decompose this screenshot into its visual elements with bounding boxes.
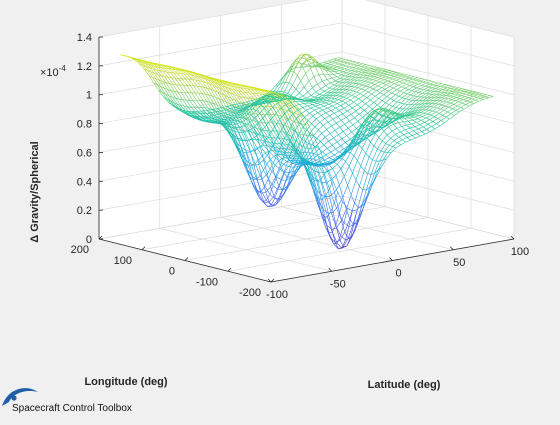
z-tick-label: 0.4 — [77, 176, 92, 188]
z-tick-label: 0.2 — [77, 205, 92, 217]
z-tick-label: 1.2 — [77, 61, 92, 73]
y-axis-label: Longitude (deg) — [84, 376, 167, 388]
x-tick-label: 50 — [453, 257, 465, 269]
axes-box — [99, 0, 514, 282]
swoosh-logo-dot — [11, 395, 16, 400]
x-tick-label: 100 — [511, 246, 529, 258]
x-axis-label: Latitude (deg) — [368, 379, 441, 391]
y-tick-label: 0 — [169, 266, 175, 278]
z-tick-label: 0.6 — [77, 147, 92, 159]
x-tick-label: -100 — [266, 289, 288, 301]
y-tick-label: -200 — [239, 287, 261, 299]
z-tick-label: 1 — [86, 90, 92, 102]
y-tick-label: 200 — [71, 244, 89, 256]
z-axis-label: Δ Gravity/Spherical — [29, 141, 41, 242]
y-tick-label: 100 — [114, 255, 132, 267]
z-tick-label: 0.8 — [77, 119, 92, 131]
x-tick-label: 0 — [395, 268, 401, 280]
branding-text: Spacecraft Control Toolbox — [12, 403, 132, 414]
x-tick-label: -50 — [330, 278, 346, 290]
y-tick-label: -100 — [196, 276, 218, 288]
z-tick-label: 1.4 — [77, 32, 92, 44]
